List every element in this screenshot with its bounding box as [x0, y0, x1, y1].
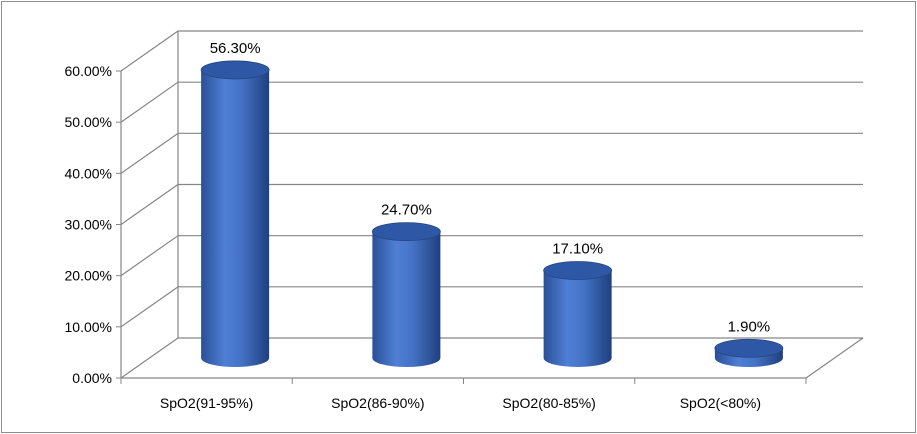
y-axis-ticks: 0.00% 10.00% 20.00% 30.00% 40.00% 50.00% 60.00… — [65, 63, 807, 386]
gridline — [120, 286, 863, 328]
data-label: 56.30% — [210, 40, 261, 57]
bar — [200, 60, 270, 367]
bar-top — [714, 338, 784, 358]
y-tick-label: 40.00% — [65, 165, 112, 181]
data-label: 1.90% — [728, 318, 771, 335]
bars — [200, 60, 784, 367]
bar-top — [543, 261, 613, 280]
y-tick-label: 60.00% — [65, 63, 112, 79]
y-tick-label: 0.00% — [72, 370, 112, 386]
gridline — [120, 81, 863, 123]
y-tick-label: 30.00% — [65, 217, 112, 233]
x-category-label: SpO2(80-85%) — [502, 395, 595, 411]
bar — [543, 261, 613, 367]
x-category-label: SpO2(<80%) — [680, 395, 761, 411]
data-label: 17.10% — [552, 241, 603, 258]
bar — [714, 338, 784, 367]
x-axis-labels: SpO2(91-95%) SpO2(86-90%) SpO2(80-85%) SpO2… — [160, 395, 761, 411]
bar-top — [371, 222, 441, 242]
gridline — [120, 337, 863, 379]
y-tick-label: 20.00% — [65, 268, 112, 284]
x-category-label: SpO2(86-90%) — [331, 395, 424, 411]
y-tick-label: 10.00% — [65, 319, 112, 335]
x-category-label: SpO2(91-95%) — [160, 395, 253, 411]
bar-body — [372, 231, 441, 367]
bar — [371, 222, 441, 367]
gridline — [120, 132, 863, 174]
gridline — [120, 183, 863, 225]
gridline — [120, 30, 863, 72]
bar-top — [200, 60, 270, 80]
bar-body — [543, 270, 612, 367]
y-tick-label: 50.00% — [65, 114, 112, 130]
data-labels: 56.30% 24.70% 17.10% 1.90% — [210, 40, 770, 335]
data-label: 24.70% — [381, 202, 432, 219]
gridline — [120, 235, 863, 277]
bar-body — [201, 69, 270, 367]
